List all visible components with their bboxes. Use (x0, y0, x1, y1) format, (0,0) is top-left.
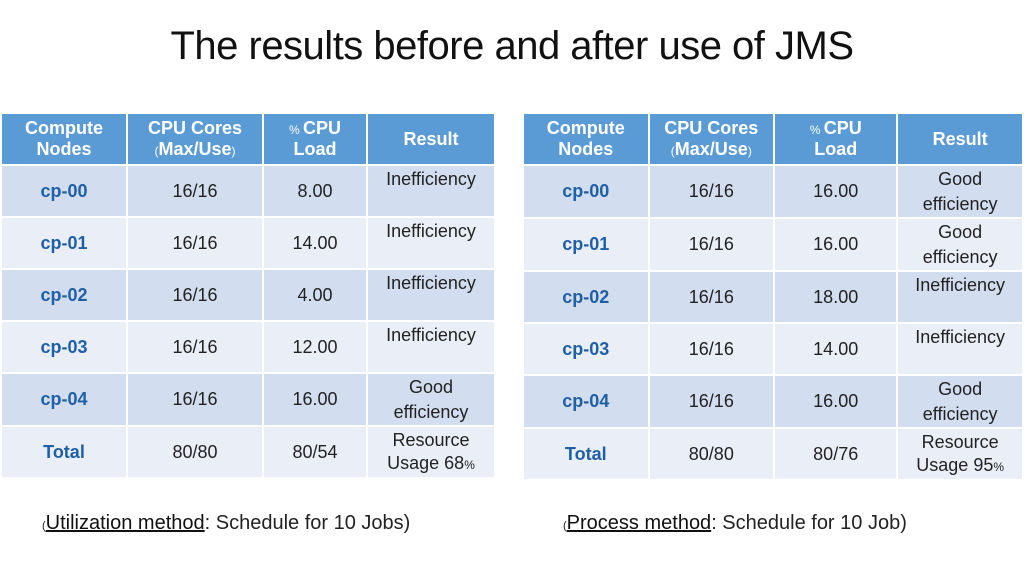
cores-cell: 16/16 (126, 268, 264, 322)
cores-cell: 16/16 (647, 322, 776, 376)
result-cell: Inefficiency (896, 322, 1024, 376)
page-title: The results before and after use of JMS (170, 24, 854, 68)
node-cell: cp-04 (0, 372, 128, 427)
load-cell: 16.00 (773, 164, 899, 219)
cores-cell: 16/16 (647, 164, 776, 219)
node-cell: cp-02 (0, 268, 128, 322)
results-table-before: Compute Nodes CPU Cores (Max/Use) % CPU Loa… (0, 112, 496, 479)
result-cell: Inefficiency (896, 270, 1024, 324)
node-cell: cp-03 (0, 320, 128, 374)
cores-cell: 16/16 (126, 372, 264, 427)
result-cell: Inefficiency (366, 268, 496, 322)
total-cores-cell: 80/80 (126, 425, 264, 479)
result-cell: Inefficiency (366, 216, 496, 270)
load-cell: 8.00 (262, 164, 368, 218)
table-total-row: Total 80/80 80/54 Resource Usage 68% (0, 425, 496, 479)
node-cell: cp-01 (0, 216, 128, 270)
node-cell: cp-03 (522, 322, 650, 376)
header-compute-nodes: Compute Nodes (0, 112, 128, 166)
results-table-after: Compute Nodes CPU Cores (Max/Use) % CPU Loa… (522, 112, 1024, 481)
load-cell: 18.00 (773, 270, 899, 324)
total-cores-cell: 80/80 (647, 427, 776, 481)
load-cell: 16.00 (773, 374, 899, 429)
node-cell: cp-00 (0, 164, 128, 218)
result-cell: Inefficiency (366, 320, 496, 374)
table-row: cp-03 16/16 12.00 Inefficiency (0, 320, 496, 374)
cores-cell: 16/16 (647, 374, 776, 429)
table-row: cp-02 16/16 18.00 Inefficiency (522, 270, 1024, 324)
total-load-cell: 80/54 (262, 425, 368, 479)
caption-before: (Utilization method: Schedule for 10 Job… (42, 512, 411, 534)
result-cell: Good efficiency (896, 217, 1024, 272)
caption-after: (Process method: Schedule for 10 Job) (563, 512, 907, 534)
table-row: cp-03 16/16 14.00 Inefficiency (522, 322, 1024, 376)
table-header-row: Compute Nodes CPU Cores (Max/Use) % CPU Loa… (522, 112, 1024, 166)
result-cell: Good efficiency (366, 372, 496, 427)
load-cell: 4.00 (262, 268, 368, 322)
header-result: Result (896, 112, 1024, 166)
load-cell: 14.00 (262, 216, 368, 270)
result-cell: Good efficiency (896, 164, 1024, 219)
table-row: cp-04 16/16 16.00 Good efficiency (0, 372, 496, 427)
table-row: cp-01 16/16 16.00 Good efficiency (522, 217, 1024, 272)
node-cell: cp-00 (522, 164, 650, 219)
total-result-cell: Resource Usage 95% (896, 427, 1024, 481)
total-result-cell: Resource Usage 68% (366, 425, 496, 479)
cores-cell: 16/16 (126, 320, 264, 374)
table-row: cp-04 16/16 16.00 Good efficiency (522, 374, 1024, 429)
load-cell: 14.00 (773, 322, 899, 376)
cores-cell: 16/16 (126, 164, 264, 218)
header-compute-nodes: Compute Nodes (522, 112, 650, 166)
table-header-row: Compute Nodes CPU Cores (Max/Use) % CPU Loa… (0, 112, 496, 166)
caption-method: Process method (566, 512, 712, 534)
cores-cell: 16/16 (126, 216, 264, 270)
load-cell: 12.00 (262, 320, 368, 374)
node-cell: cp-01 (522, 217, 650, 272)
result-cell: Good efficiency (896, 374, 1024, 429)
table-row: cp-01 16/16 14.00 Inefficiency (0, 216, 496, 270)
table-row: cp-00 16/16 16.00 Good efficiency (522, 164, 1024, 219)
header-cpu-load: % CPU Load (262, 112, 368, 166)
total-label: Total (0, 425, 128, 479)
header-cpu-cores: CPU Cores (Max/Use) (126, 112, 264, 166)
total-load-cell: 80/76 (773, 427, 899, 481)
node-cell: cp-04 (522, 374, 650, 429)
load-cell: 16.00 (773, 217, 899, 272)
node-cell: cp-02 (522, 270, 650, 324)
table-row: cp-00 16/16 8.00 Inefficiency (0, 164, 496, 218)
cores-cell: 16/16 (647, 217, 776, 272)
table-total-row: Total 80/80 80/76 Resource Usage 95% (522, 427, 1024, 481)
table-row: cp-02 16/16 4.00 Inefficiency (0, 268, 496, 322)
header-result: Result (366, 112, 496, 166)
caption-method: Utilization method (45, 512, 205, 534)
total-label: Total (522, 427, 650, 481)
load-cell: 16.00 (262, 372, 368, 427)
result-cell: Inefficiency (366, 164, 496, 218)
cores-cell: 16/16 (647, 270, 776, 324)
header-cpu-cores: CPU Cores (Max/Use) (647, 112, 776, 166)
header-cpu-load: % CPU Load (773, 112, 899, 166)
